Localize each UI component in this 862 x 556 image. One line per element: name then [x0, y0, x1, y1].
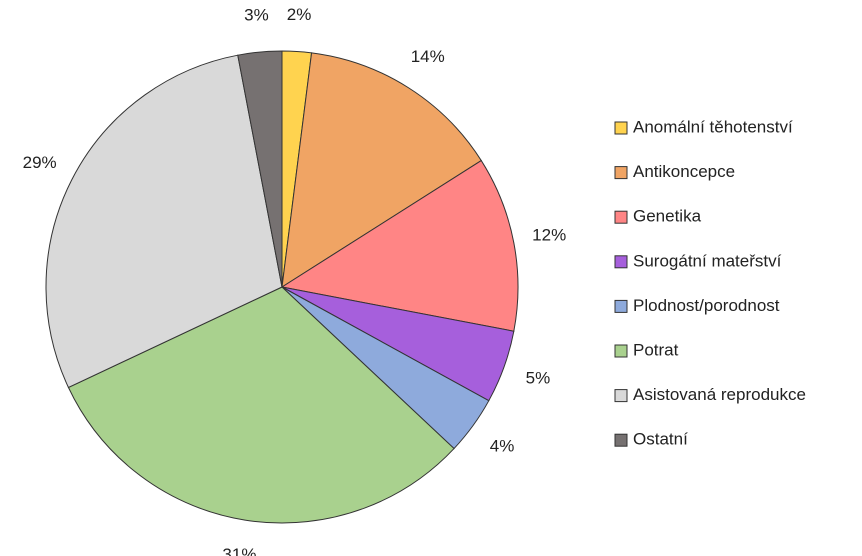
pie-slice — [281, 52, 482, 288]
legend-swatch — [614, 121, 628, 135]
legend-swatch — [614, 255, 628, 269]
pie-slice — [280, 159, 519, 332]
legend-label: Ostatní — [633, 430, 688, 449]
data-label: 12% — [532, 226, 566, 245]
legend-swatch — [614, 210, 628, 224]
data-label: 4% — [490, 436, 515, 455]
pie-slice — [237, 50, 283, 288]
legend-label: Surogátní mateřství — [633, 251, 782, 270]
legend-swatch — [614, 344, 628, 358]
legend-label: Antikoncepce — [633, 162, 735, 181]
legend-swatch — [614, 389, 628, 403]
legend-label: Asistovaná reprodukce — [633, 385, 806, 404]
data-label: 31% — [222, 545, 256, 556]
data-label: 5% — [526, 369, 551, 388]
legend-label: Anomální těhotenství — [633, 117, 793, 136]
data-label: 14% — [411, 47, 445, 66]
pie-slice — [45, 54, 283, 389]
legend-label: Genetika — [633, 207, 702, 226]
legend-label: Potrat — [633, 340, 679, 359]
legend-swatch — [614, 299, 628, 313]
legend-swatch — [614, 166, 628, 180]
data-label: 3% — [244, 6, 269, 25]
data-label: 2% — [287, 5, 312, 24]
data-label: 29% — [23, 153, 57, 172]
legend-label: Plodnost/porodnost — [633, 296, 780, 315]
legend-swatch — [614, 433, 628, 447]
pie-slice — [67, 286, 455, 524]
